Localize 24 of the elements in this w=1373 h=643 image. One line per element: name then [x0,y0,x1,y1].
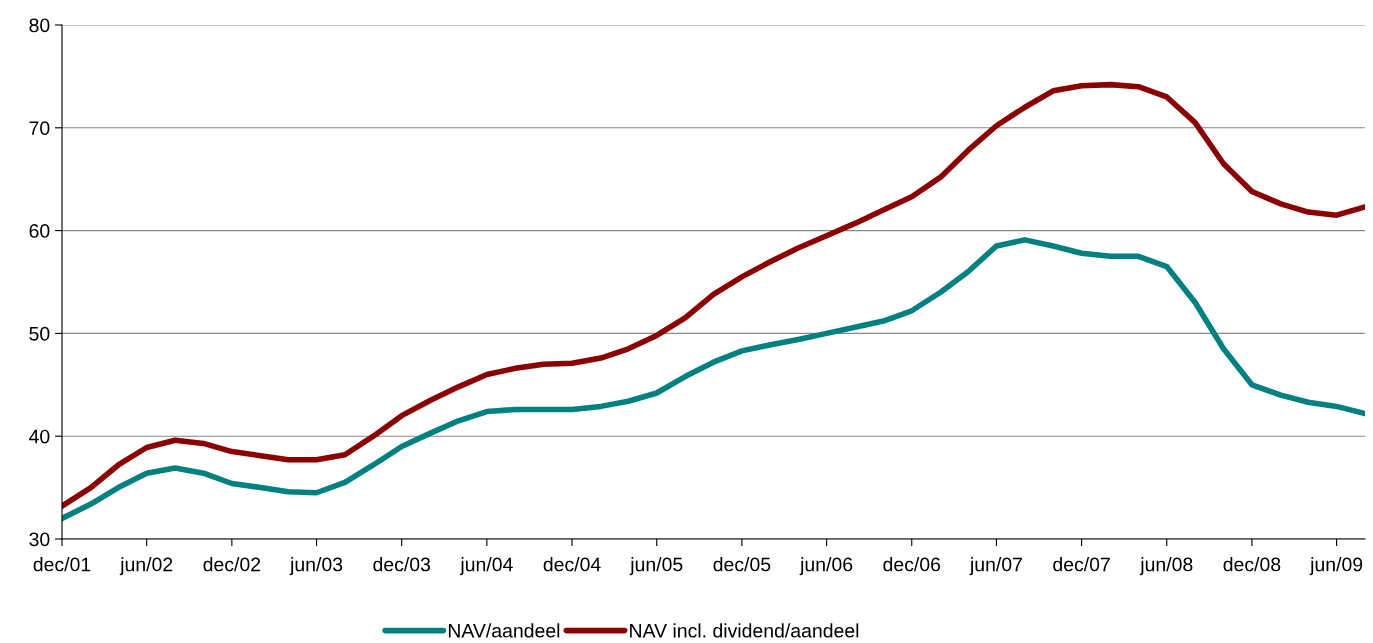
x-tick-label: dec/08 [1223,557,1281,572]
x-tick-label: jun/03 [289,557,343,576]
x-tick-label: jun/05 [629,557,683,576]
x-tick-label: jun/09 [1309,557,1363,576]
x-tick-label: dec/07 [1053,557,1110,572]
x-tick-label: dec/05 [713,557,771,572]
legend-label: NAV/aandeel [448,623,560,638]
x-tick-label: dec/04 [543,557,601,572]
x-tick-label: dec/01 [33,557,91,572]
x-tick-label: dec/02 [203,557,261,572]
x-tick-label: jun/04 [459,557,513,576]
y-tick-label: 80 [29,18,50,33]
x-tick-label: jun/07 [969,557,1022,576]
x-tick-label: dec/06 [883,557,941,572]
y-tick-label: 40 [29,429,50,444]
y-tick-label: 70 [29,121,50,136]
x-tick-label: jun/02 [119,557,173,576]
y-tick-label: 60 [29,224,50,238]
x-tick-label: jun/08 [1139,557,1193,576]
y-tick-label: 50 [29,326,50,341]
x-tick-label: jun/06 [799,557,853,576]
x-tick-label: dec/03 [373,557,431,572]
legend-label: NAV incl. dividend/aandeel [630,623,859,638]
y-tick-label: 30 [29,532,50,547]
